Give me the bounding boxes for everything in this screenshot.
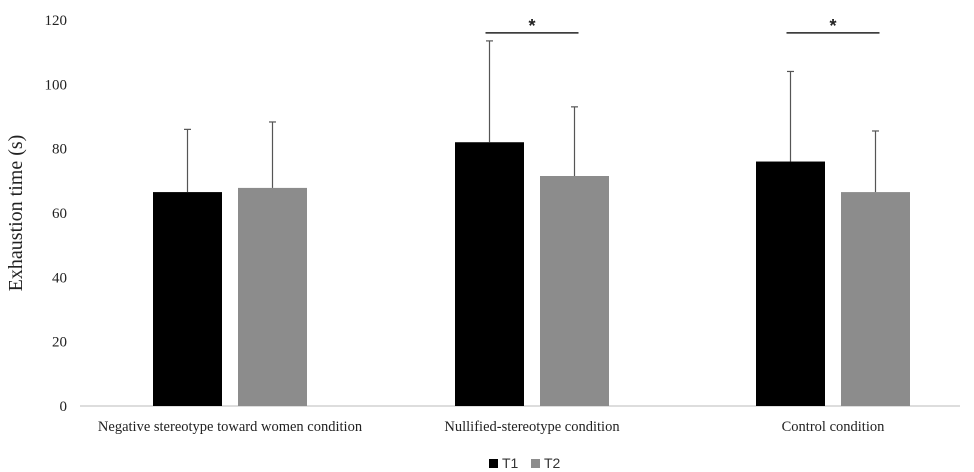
x-category-label: Nullified-stereotype condition [444,419,620,435]
x-category-label: Control condition [782,419,885,435]
legend-label: T2 [544,455,561,471]
bar-series [153,142,910,406]
significance-star: * [829,16,836,36]
y-axis-title: Exhaustion time (s) [5,135,27,292]
legend: T1 T2 [489,455,561,471]
x-axis-categories: Negative stereotype toward women conditi… [98,419,885,435]
y-tick-label: 100 [45,77,68,93]
bar [153,192,222,406]
y-tick-label: 120 [45,13,68,29]
y-tick-label: 60 [52,206,67,222]
bar [841,192,910,406]
legend-swatch [531,459,540,468]
error-bars [184,40,879,193]
y-tick-label: 0 [60,399,68,415]
legend-label: T1 [502,455,519,471]
significance-star: * [528,16,535,36]
y-axis-ticks: 0 20 40 60 80 100 120 [45,13,68,415]
bar [455,142,524,406]
x-category-label: Negative stereotype toward women conditi… [98,419,363,435]
bar [540,176,609,406]
y-tick-label: 80 [52,142,67,158]
bar [756,161,825,406]
bar [238,187,307,406]
y-tick-label: 20 [52,335,67,351]
y-tick-label: 40 [52,270,67,286]
legend-swatch [489,459,498,468]
significance-annotations: * * [485,16,880,36]
